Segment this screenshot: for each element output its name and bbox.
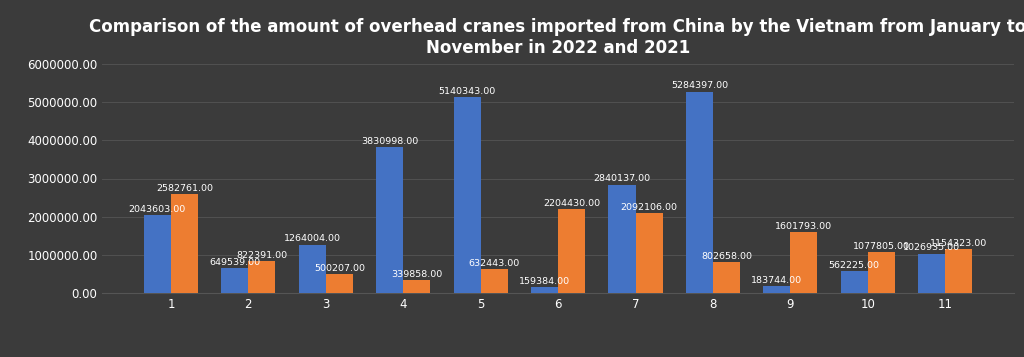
Text: 562225.00: 562225.00 <box>828 261 880 270</box>
Bar <box>299 245 326 293</box>
Bar <box>403 280 430 293</box>
Bar <box>376 147 403 293</box>
Text: 5140343.00: 5140343.00 <box>438 87 496 96</box>
Text: 2840137.00: 2840137.00 <box>593 175 650 183</box>
Bar <box>919 253 945 293</box>
Text: 159384.00: 159384.00 <box>519 277 570 286</box>
Text: 632443.00: 632443.00 <box>469 258 520 267</box>
Bar <box>171 195 198 293</box>
Bar <box>221 268 249 293</box>
Text: 3830998.00: 3830998.00 <box>361 137 418 146</box>
Text: 802658.00: 802658.00 <box>701 252 752 261</box>
Text: 1154323.00: 1154323.00 <box>930 238 987 248</box>
Text: 1601793.00: 1601793.00 <box>775 222 833 231</box>
Bar <box>326 274 353 293</box>
Text: 1264004.00: 1264004.00 <box>284 235 341 243</box>
Text: 2092106.00: 2092106.00 <box>621 203 678 212</box>
Text: 2204430.00: 2204430.00 <box>543 198 600 208</box>
Bar <box>480 269 508 293</box>
Bar <box>608 185 636 293</box>
Title: Comparison of the amount of overhead cranes imported from China by the Vietnam f: Comparison of the amount of overhead cra… <box>89 18 1024 57</box>
Bar <box>558 209 585 293</box>
Text: 2582761.00: 2582761.00 <box>156 184 213 193</box>
Text: 1077805.00: 1077805.00 <box>853 242 910 251</box>
Bar <box>143 215 171 293</box>
Text: 649539.00: 649539.00 <box>209 258 260 267</box>
Bar <box>945 249 973 293</box>
Bar <box>686 91 713 293</box>
Text: 183744.00: 183744.00 <box>752 276 803 285</box>
Bar <box>841 271 867 293</box>
Bar <box>249 261 275 293</box>
Text: 339858.00: 339858.00 <box>391 270 442 279</box>
Bar <box>713 262 740 293</box>
Bar <box>763 286 791 293</box>
Text: 2043603.00: 2043603.00 <box>129 205 186 214</box>
Bar <box>454 97 480 293</box>
Bar <box>867 252 895 293</box>
Text: 822391.00: 822391.00 <box>237 251 288 260</box>
Bar <box>791 232 817 293</box>
Bar <box>636 213 663 293</box>
Text: 500207.00: 500207.00 <box>313 263 365 272</box>
Text: 5284397.00: 5284397.00 <box>671 81 728 90</box>
Legend: 2021年, 2022年: 2021年, 2022年 <box>489 351 627 357</box>
Bar <box>531 287 558 293</box>
Text: 1026935.00: 1026935.00 <box>903 243 961 252</box>
